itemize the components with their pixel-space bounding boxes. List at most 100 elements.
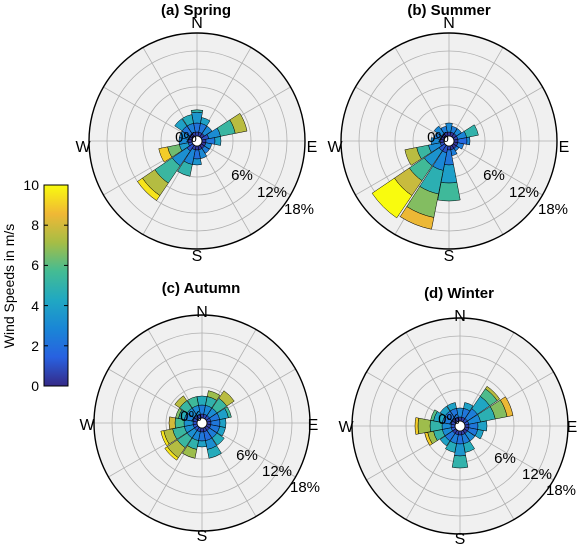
sector-bin: [437, 181, 461, 202]
dir-label-n: N: [191, 15, 203, 32]
sector-bin: [451, 455, 469, 469]
sector-bin: [439, 405, 451, 417]
sector-bin: [187, 396, 199, 409]
sector-bin: [164, 446, 179, 461]
sector-bin: [440, 125, 448, 134]
sector-bin: [430, 137, 441, 145]
grid-ring: [387, 353, 533, 499]
center-hole: [454, 420, 466, 432]
sector-bin: [430, 409, 438, 422]
dir-label-w: W: [75, 139, 91, 156]
sector-bin: [424, 432, 433, 446]
dir-label-w: W: [79, 417, 95, 434]
dir-label-w: W: [338, 419, 354, 436]
radial-label-18: 18%: [290, 479, 320, 496]
radial-label-0: 0%: [175, 129, 197, 146]
sector-bin: [206, 445, 222, 459]
sector-bin: [446, 402, 457, 412]
dir-label-e: E: [308, 417, 319, 434]
colorbar-ticks: [44, 184, 68, 387]
rose-plot: [93, 314, 311, 532]
dir-label-n: N: [454, 308, 466, 325]
radial-label-6: 6%: [494, 450, 516, 467]
radial-label-12: 12%: [509, 184, 539, 201]
dir-label-n: N: [196, 304, 208, 321]
sector-bin: [190, 109, 204, 114]
sector-bin: [219, 418, 227, 428]
sector-bin: [433, 132, 442, 140]
panel-summer: (b) Summer N E S W 0% 6% 12% 18%: [327, 2, 569, 265]
sector-bin: [168, 416, 176, 430]
radial-label-6: 6%: [231, 167, 253, 184]
sector-bin: [160, 430, 170, 447]
outer-ring: [93, 314, 311, 532]
sector-bin: [200, 117, 211, 127]
sector-bin: [450, 125, 458, 134]
center-hole: [196, 417, 208, 429]
radial-label-12: 12%: [262, 463, 292, 480]
sector-bin: [404, 147, 422, 166]
rose-plot: [351, 317, 569, 535]
sector-bin: [484, 385, 501, 402]
grid-ring: [147, 368, 257, 478]
sector-bin: [179, 130, 190, 140]
colorbar-tick-label: 6: [31, 257, 39, 273]
dir-label-e: E: [567, 419, 578, 436]
center-hole: [191, 135, 203, 147]
colorbar-tick-label: 4: [31, 298, 39, 314]
sector-bin: [137, 177, 161, 201]
sector-bin: [463, 402, 474, 412]
panel-title: (b) Summer: [407, 2, 491, 19]
colorbar-gradient: [43, 184, 69, 387]
sector-bin: [414, 417, 420, 435]
radial-label-12: 12%: [522, 466, 552, 483]
sector-bin: [453, 128, 462, 137]
sector-bin: [214, 136, 222, 146]
center-hole: [443, 135, 455, 147]
sector-bin: [201, 145, 210, 154]
grid-ring: [129, 350, 275, 496]
sector-bin: [445, 440, 457, 453]
sector-bin: [211, 432, 225, 446]
dir-label-s: S: [444, 248, 455, 265]
dir-label-n: N: [443, 15, 455, 32]
sector-bin: [463, 124, 479, 138]
sector-bin: [453, 145, 460, 152]
sector-bin: [216, 426, 226, 437]
sector-bin: [192, 158, 202, 166]
radial-label-0: 0%: [427, 129, 449, 146]
grid-ring: [405, 371, 515, 481]
panel-spring: (a) Spring N E S W 0% 6% 12% 18%: [75, 2, 317, 265]
sector-bin: [477, 420, 488, 432]
outer-ring: [351, 317, 569, 535]
outer-ring: [88, 32, 306, 250]
radial-label-6: 6%: [483, 167, 505, 184]
sector-bin: [174, 395, 188, 409]
grid-ring: [111, 332, 293, 514]
sector-bin: [182, 114, 194, 127]
colorbar: 0 2 4 6 8 10 Wind Speeds in m/s: [1, 177, 69, 394]
dir-label-e: E: [307, 139, 318, 156]
rose-plot: [340, 32, 558, 250]
panel-title: (d) Winter: [424, 285, 494, 302]
radial-label-18: 18%: [546, 482, 576, 499]
radial-label-18: 18%: [538, 201, 568, 218]
dir-label-w: W: [327, 139, 343, 156]
sector-bin: [229, 113, 248, 134]
colorbar-tick-label: 8: [31, 217, 39, 233]
dir-label-s: S: [455, 531, 466, 546]
radial-label-0: 0%: [438, 411, 460, 428]
grid-ring: [369, 335, 551, 517]
rose-plot: [88, 32, 306, 250]
dir-label-e: E: [559, 139, 570, 156]
radial-label-6: 6%: [236, 447, 258, 464]
sector-bin: [417, 417, 431, 435]
sector-bin: [433, 125, 445, 137]
grid-ring: [106, 50, 288, 232]
sector-bin: [218, 390, 235, 407]
colorbar-tick-label: 2: [31, 338, 39, 354]
colorbar-tick-label: 10: [23, 177, 39, 193]
sector-bin: [464, 430, 476, 442]
sector-bin: [399, 206, 435, 230]
